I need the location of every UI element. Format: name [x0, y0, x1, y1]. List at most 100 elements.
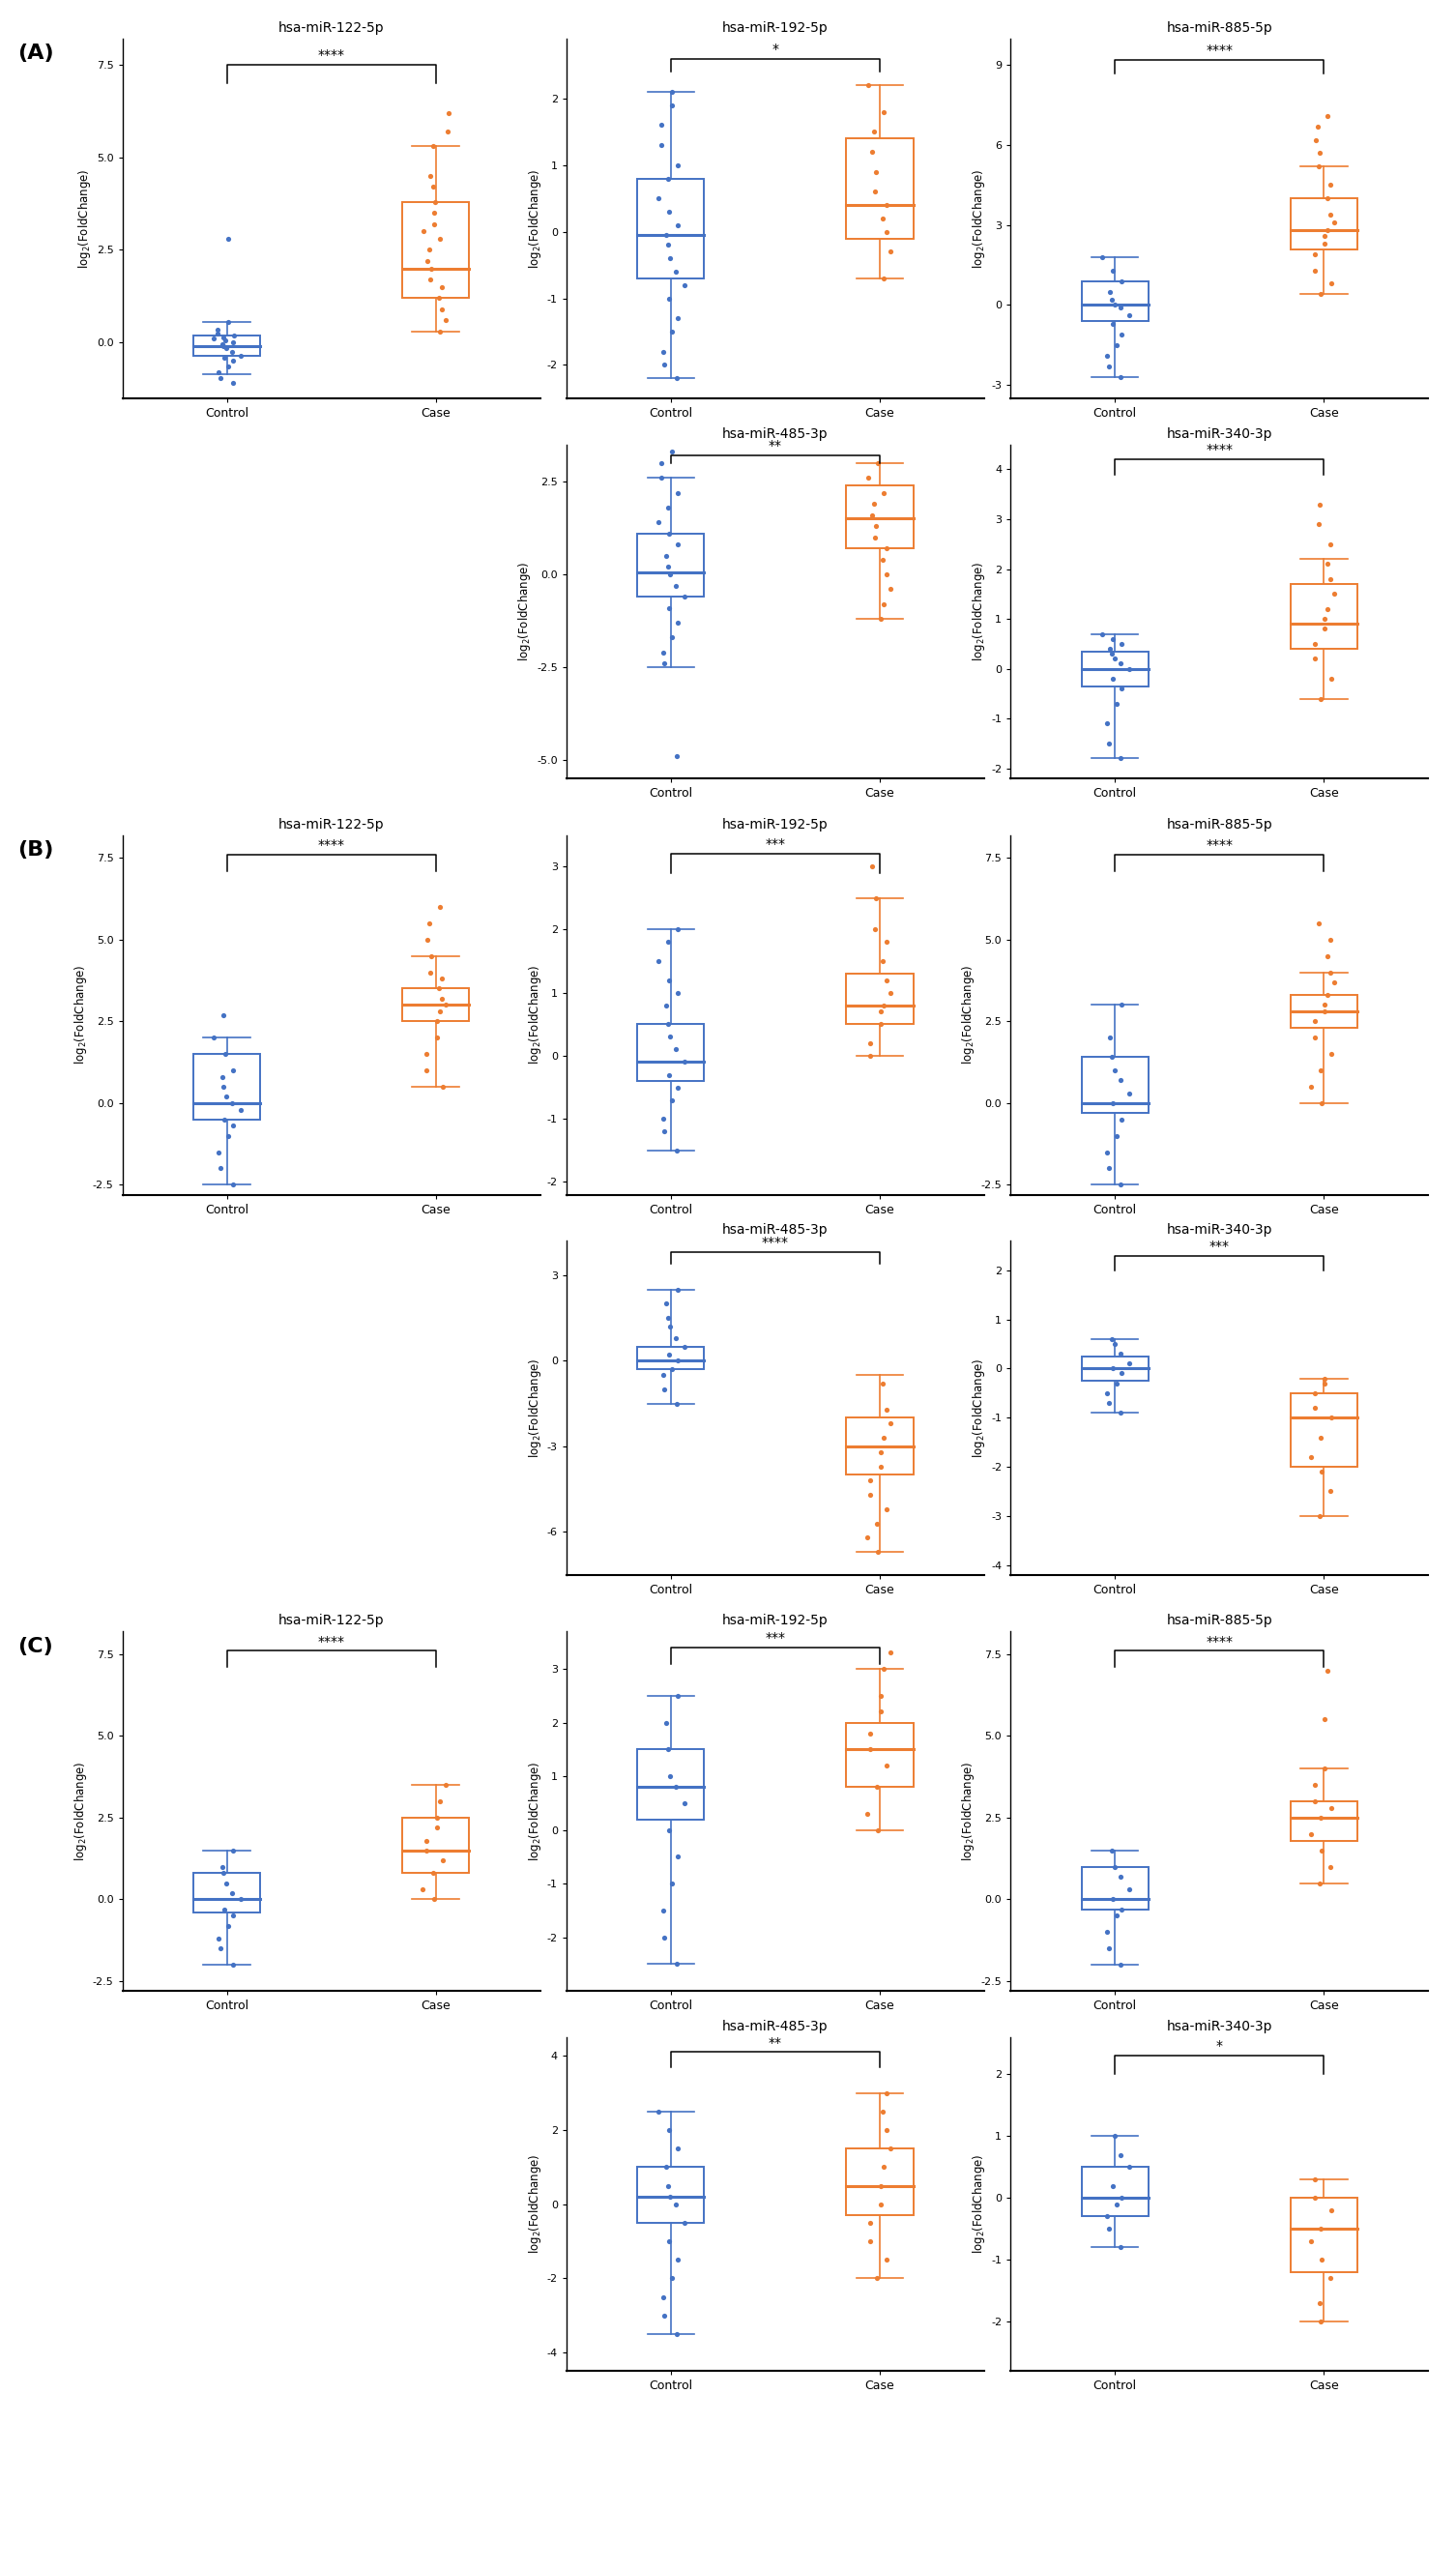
- Point: [871, 198, 894, 239]
- Point: [1319, 193, 1342, 234]
- Point: [418, 154, 441, 195]
- Point: [1307, 1495, 1331, 1536]
- Point: [431, 979, 454, 1020]
- Point: [869, 599, 893, 640]
- Point: [651, 1100, 674, 1141]
- Point: [1102, 619, 1125, 660]
- Point: [431, 1839, 454, 1881]
- Point: [863, 506, 887, 547]
- Bar: [1290, 994, 1357, 1028]
- Point: [1319, 658, 1342, 699]
- Point: [229, 1089, 252, 1130]
- Point: [214, 1863, 237, 1904]
- Bar: [638, 1749, 705, 1819]
- Point: [214, 329, 237, 370]
- Point: [1105, 1115, 1128, 1156]
- Point: [657, 1053, 680, 1094]
- Point: [1109, 1164, 1133, 1205]
- Point: [665, 1945, 689, 1986]
- Point: [1310, 1451, 1334, 1493]
- Point: [213, 1066, 236, 1107]
- Point: [1091, 236, 1114, 277]
- Point: [1313, 216, 1337, 257]
- Point: [1109, 2179, 1133, 2220]
- Point: [875, 185, 898, 226]
- Point: [1101, 1829, 1124, 1870]
- Point: [1109, 313, 1133, 355]
- Point: [1096, 1148, 1120, 1189]
- Point: [1096, 347, 1120, 388]
- Point: [1307, 483, 1331, 524]
- Point: [1307, 504, 1331, 545]
- Point: [1322, 573, 1345, 614]
- Point: [872, 1418, 895, 1459]
- Point: [657, 488, 680, 529]
- Point: [213, 326, 236, 367]
- Point: [665, 1066, 689, 1107]
- Point: [665, 1382, 689, 1423]
- Bar: [194, 1053, 261, 1120]
- Point: [431, 1066, 454, 1107]
- Point: [673, 575, 696, 617]
- Point: [1303, 1780, 1326, 1821]
- Y-axis label: log$_2$(FoldChange): log$_2$(FoldChange): [971, 563, 987, 660]
- Point: [859, 1475, 882, 1516]
- Point: [869, 1446, 893, 1487]
- Point: [658, 958, 681, 999]
- Y-axis label: log$_2$(FoldChange): log$_2$(FoldChange): [517, 563, 533, 660]
- Point: [878, 1631, 901, 1672]
- Point: [215, 218, 239, 259]
- Point: [211, 1847, 234, 1888]
- Title: hsa-miR-485-3p: hsa-miR-485-3p: [722, 2019, 828, 2035]
- Point: [657, 1809, 680, 1850]
- Point: [665, 971, 689, 1012]
- Point: [871, 940, 894, 981]
- Point: [202, 319, 226, 360]
- Point: [428, 992, 451, 1033]
- Point: [657, 588, 680, 629]
- Bar: [402, 203, 469, 298]
- Point: [1117, 1344, 1140, 1385]
- Point: [211, 324, 234, 365]
- Y-axis label: log$_2$(FoldChange): log$_2$(FoldChange): [73, 1762, 89, 1860]
- Point: [657, 1004, 680, 1046]
- Point: [649, 442, 673, 483]
- Point: [1316, 974, 1340, 1015]
- Point: [658, 1017, 681, 1058]
- Bar: [638, 1346, 705, 1369]
- Title: hsa-miR-122-5p: hsa-miR-122-5p: [278, 21, 384, 36]
- Point: [214, 321, 237, 362]
- Point: [859, 2220, 882, 2261]
- Point: [207, 1130, 230, 1171]
- Bar: [1290, 1392, 1357, 1467]
- Bar: [1290, 198, 1357, 249]
- Point: [434, 984, 457, 1025]
- Point: [649, 457, 673, 498]
- Point: [1117, 1074, 1140, 1115]
- Point: [664, 1767, 687, 1809]
- Text: ***: ***: [1210, 1238, 1229, 1254]
- Y-axis label: log$_2$(FoldChange): log$_2$(FoldChange): [971, 170, 987, 267]
- Point: [1101, 280, 1124, 321]
- Point: [1099, 1017, 1123, 1058]
- Text: ****: ****: [1206, 837, 1233, 853]
- Point: [1096, 2209, 1120, 2250]
- Point: [1108, 1058, 1131, 1100]
- Y-axis label: log$_2$(FoldChange): log$_2$(FoldChange): [961, 1762, 977, 1860]
- Point: [664, 565, 687, 606]
- Point: [875, 527, 898, 568]
- Point: [1108, 642, 1131, 683]
- Point: [872, 2148, 895, 2189]
- Point: [865, 2258, 888, 2299]
- Point: [1101, 1349, 1124, 1390]
- Point: [416, 920, 440, 961]
- Title: hsa-miR-340-3p: hsa-miR-340-3p: [1166, 1223, 1273, 1238]
- Point: [213, 1852, 236, 1893]
- Point: [652, 642, 676, 683]
- Text: *: *: [1216, 2040, 1223, 2053]
- Point: [1099, 629, 1123, 671]
- Point: [1303, 2158, 1326, 2199]
- Point: [1322, 961, 1345, 1002]
- Title: hsa-miR-192-5p: hsa-miR-192-5p: [722, 21, 828, 36]
- Point: [220, 1082, 243, 1123]
